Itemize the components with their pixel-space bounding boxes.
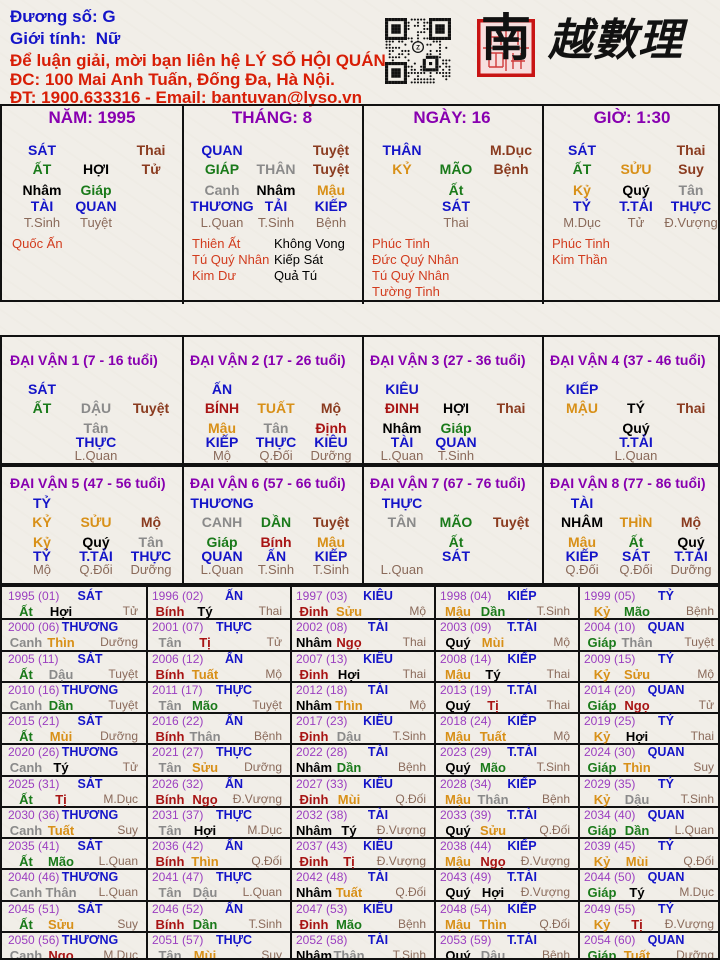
svg-text:Z: Z [416,45,420,52]
